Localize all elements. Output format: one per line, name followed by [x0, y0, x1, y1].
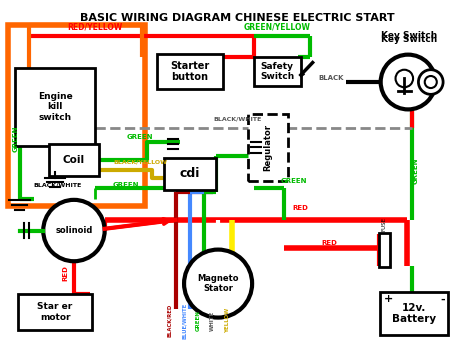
- FancyBboxPatch shape: [18, 294, 91, 329]
- FancyBboxPatch shape: [379, 233, 390, 267]
- Text: GREEN: GREEN: [113, 181, 139, 187]
- FancyBboxPatch shape: [156, 54, 223, 89]
- Text: Regulator: Regulator: [263, 124, 272, 171]
- Text: GREEN: GREEN: [196, 310, 201, 331]
- Ellipse shape: [419, 70, 443, 94]
- Text: 12v.
Battery: 12v. Battery: [392, 303, 436, 324]
- Text: BLACK: BLACK: [319, 76, 344, 82]
- Text: FUSE: FUSE: [382, 217, 387, 231]
- Text: +: +: [383, 295, 393, 305]
- Text: -: -: [440, 295, 445, 305]
- Text: BLACK/WHITE: BLACK/WHITE: [213, 117, 261, 122]
- Text: BLACK/RED: BLACK/RED: [167, 304, 173, 337]
- FancyBboxPatch shape: [164, 158, 216, 190]
- Ellipse shape: [184, 250, 252, 318]
- Text: Star er
motor: Star er motor: [37, 302, 73, 322]
- FancyBboxPatch shape: [380, 293, 448, 335]
- Text: Safety
Switch: Safety Switch: [260, 62, 294, 81]
- Text: solinoid: solinoid: [55, 226, 92, 235]
- Text: RED: RED: [293, 204, 309, 211]
- Ellipse shape: [395, 70, 413, 87]
- Text: GREEN/YELLOW: GREEN/YELLOW: [244, 23, 310, 32]
- FancyBboxPatch shape: [247, 114, 288, 181]
- Text: BLACK/WHITE: BLACK/WHITE: [33, 182, 82, 187]
- Text: GREEN: GREEN: [127, 134, 154, 140]
- Text: GREEN: GREEN: [413, 157, 419, 184]
- Text: RED: RED: [321, 240, 337, 246]
- Text: Key Switch: Key Switch: [382, 35, 438, 44]
- FancyBboxPatch shape: [15, 68, 95, 146]
- Ellipse shape: [381, 55, 436, 109]
- Text: Magneto
Stator: Magneto Stator: [197, 274, 239, 293]
- Text: BLUE/WHITE: BLUE/WHITE: [182, 302, 187, 339]
- FancyBboxPatch shape: [254, 57, 301, 86]
- Text: RED: RED: [63, 265, 68, 281]
- Text: GREEN: GREEN: [281, 178, 307, 184]
- Text: Engine
kill
switch: Engine kill switch: [37, 92, 73, 122]
- Text: RED/YELLOW: RED/YELLOW: [68, 23, 123, 32]
- Text: Key Switch: Key Switch: [382, 31, 438, 40]
- Text: BASIC WIRING DIAGRAM CHINESE ELECTRIC START: BASIC WIRING DIAGRAM CHINESE ELECTRIC ST…: [80, 13, 394, 23]
- Ellipse shape: [425, 76, 437, 88]
- Text: GREEN: GREEN: [13, 125, 19, 152]
- Ellipse shape: [43, 200, 105, 261]
- FancyBboxPatch shape: [49, 144, 99, 176]
- Text: Coil: Coil: [63, 155, 85, 165]
- Text: YELLOW: YELLOW: [225, 308, 229, 333]
- Text: Starter
button: Starter button: [170, 61, 210, 82]
- Text: WHITE: WHITE: [210, 311, 215, 331]
- Text: BLACK/YELLOW: BLACK/YELLOW: [113, 159, 167, 164]
- Text: cdi: cdi: [180, 168, 200, 180]
